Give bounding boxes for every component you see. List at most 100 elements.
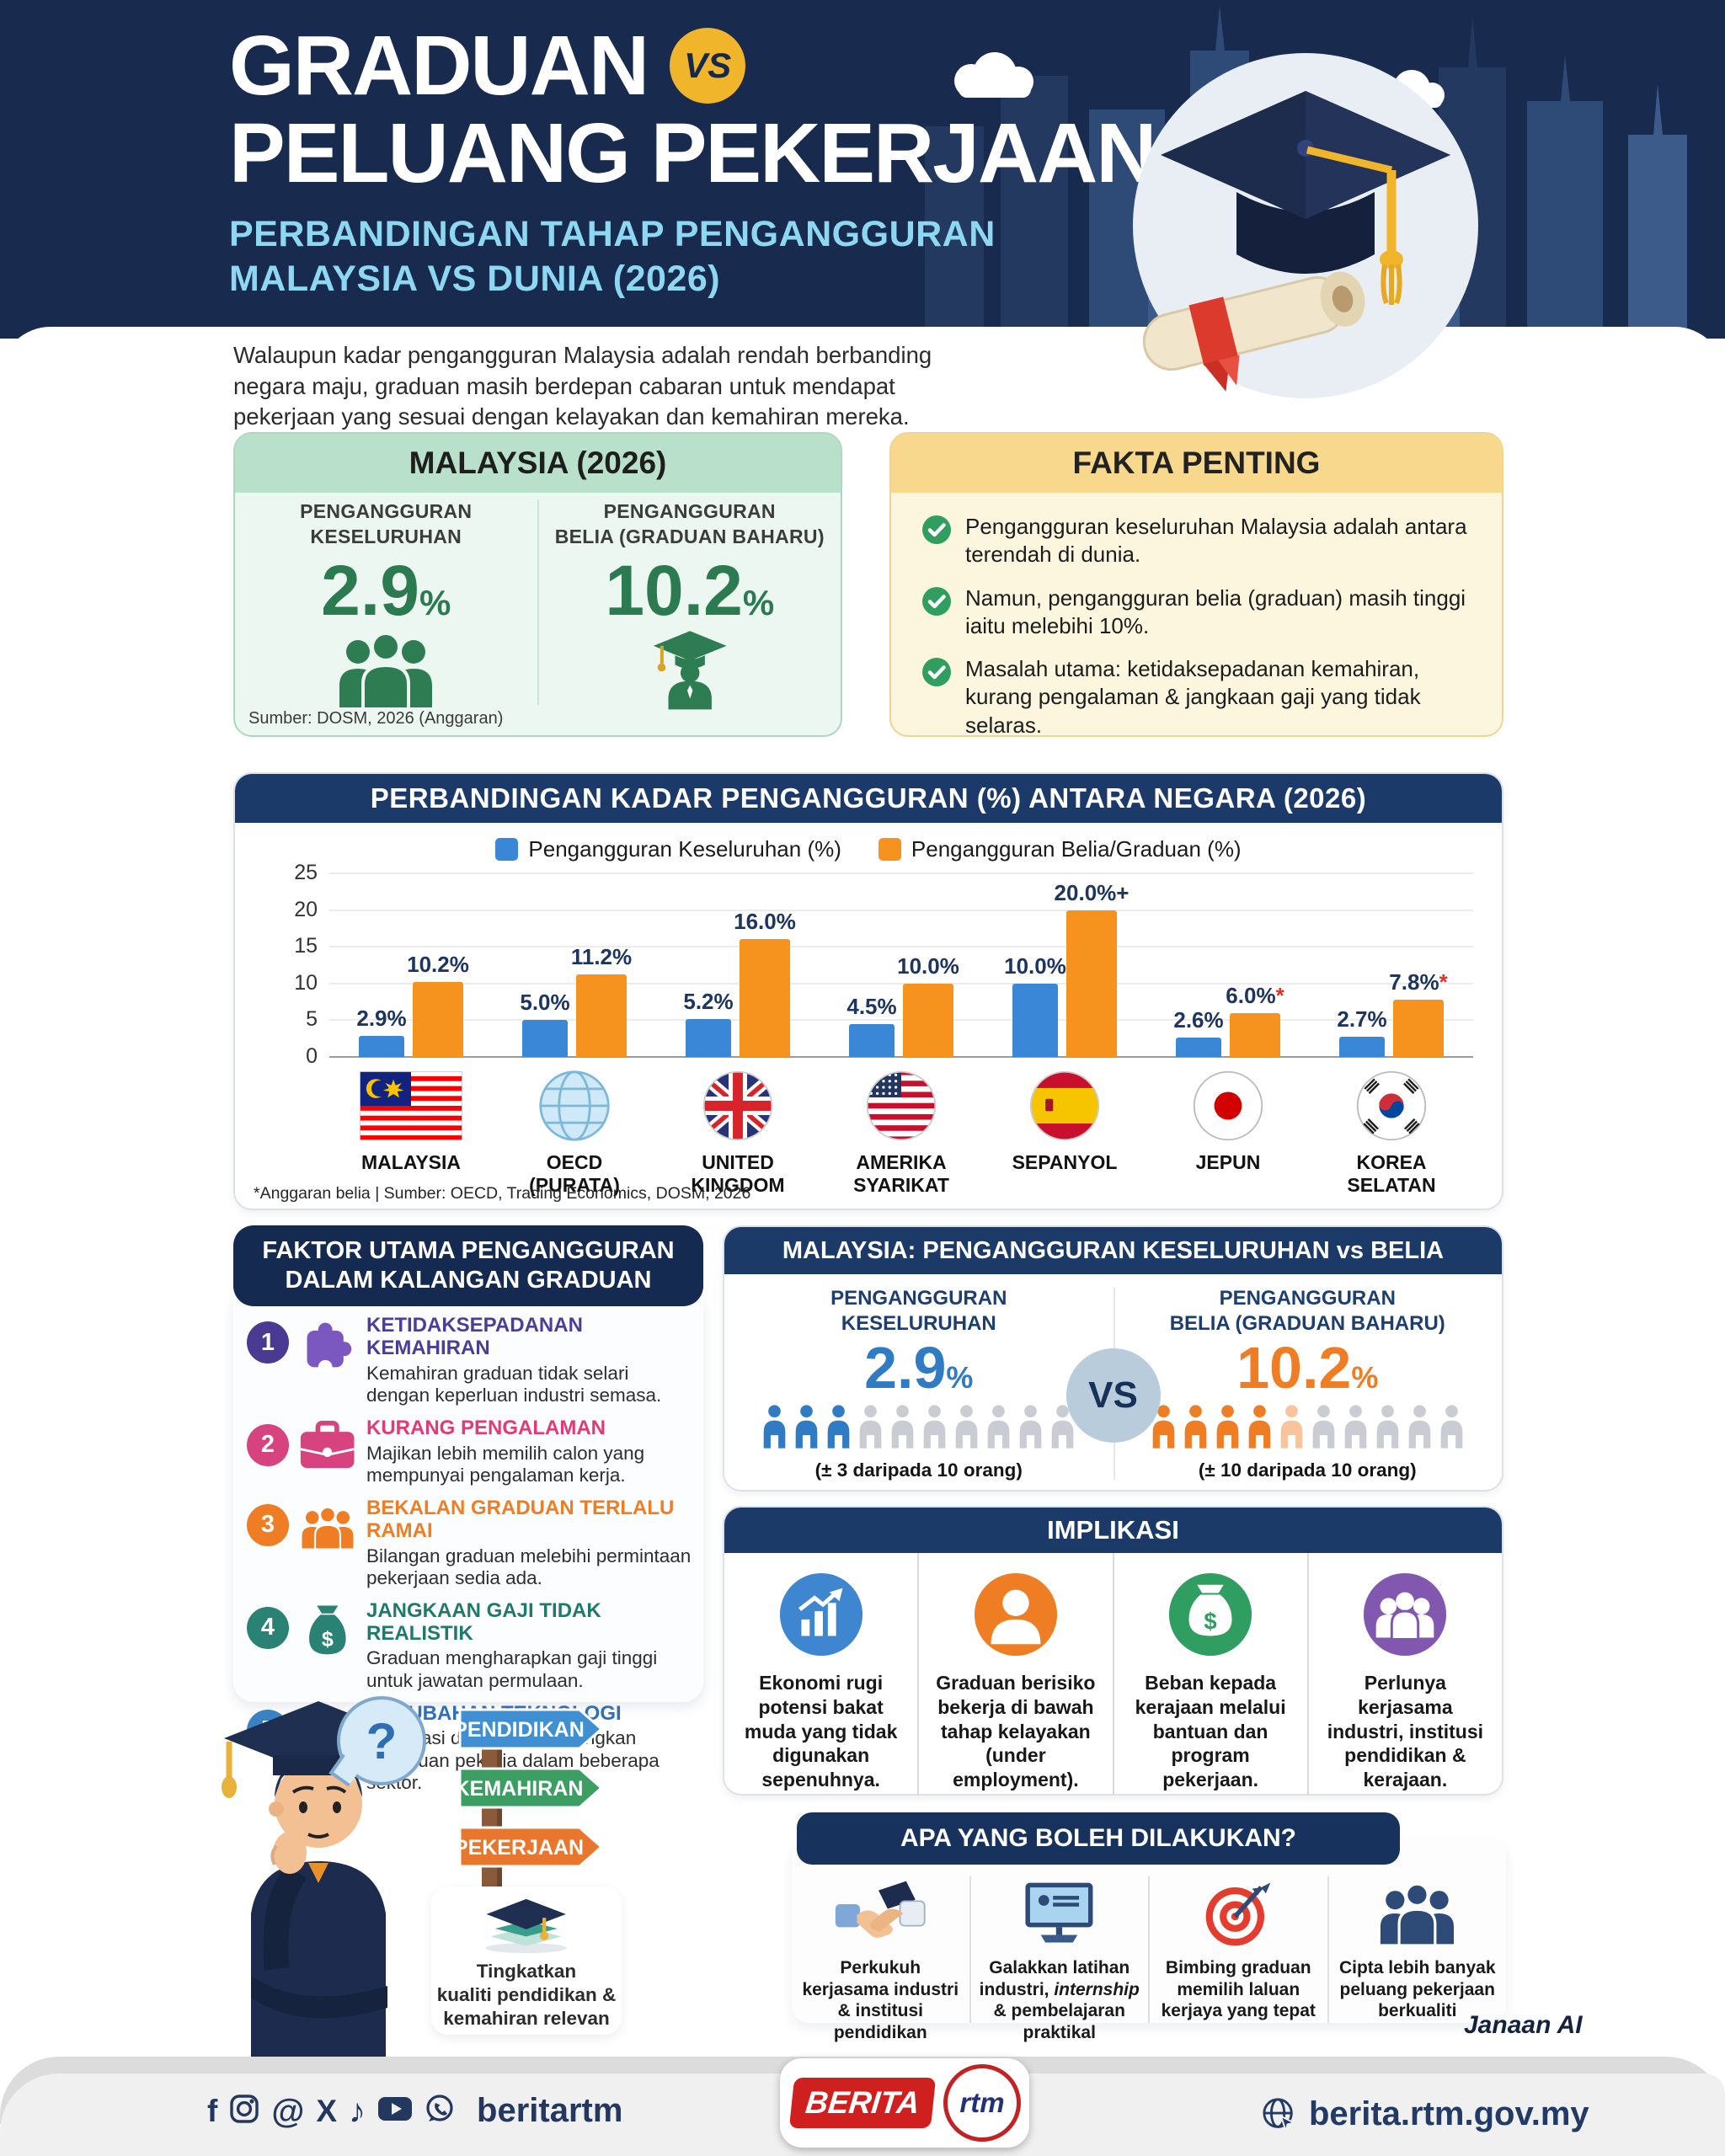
overall-unemployment-stat: PENGANGGURAN KESELURUHAN 2.9% [235, 499, 539, 710]
team-icon [1336, 1876, 1500, 1951]
overall-bar [1176, 1038, 1221, 1057]
person-pictogram-icon [1150, 1404, 1178, 1451]
gridline [329, 873, 1473, 874]
handshake-icon [798, 1876, 963, 1951]
faktor-list: 1 KETIDAKSEPADANAN KEMAHIRAN Kemahiran gra… [233, 1299, 703, 1793]
gridline [329, 982, 1473, 985]
apa-item: Galakkan latihan industri, internship & … [969, 1876, 1149, 2042]
person-pictogram-icon [953, 1404, 980, 1451]
threads-icon: @ [271, 2092, 305, 2130]
graduate-icon [539, 628, 841, 711]
vs-circle-badge: VS [1065, 1348, 1161, 1443]
implikasi-item: Ekonomi rugi potensi bakat muda yang tid… [724, 1553, 917, 1796]
country-comparison-chart: PERBANDINGAN KADAR PENGANGGURAN (%) ANTA… [233, 772, 1503, 1210]
apa-grid: Perkukuh kerjasama industri & institusi … [792, 1839, 1506, 2042]
check-icon [921, 584, 952, 641]
facebook-icon: f [207, 2094, 218, 2128]
education-note-text: Tingkatkan kualiti pendidikan & kemahiran … [436, 1961, 617, 2029]
fakta-item: Namun, pengangguran belia (graduan) masi… [921, 584, 1478, 641]
implikasi-grid: Ekonomi rugi potensi bakat muda yang tid… [724, 1553, 1502, 1796]
faktor-item: 3 BEKALAN GRADUAN TERLALU RAMAI Bilangan g… [247, 1497, 695, 1590]
implikasi-title: IMPLIKASI [724, 1508, 1502, 1553]
apa-text: Perkukuh kerjasama industri & institusi … [802, 1958, 959, 2042]
implikasi-text: Perlunya kerjasama industri, institusi p… [1327, 1672, 1484, 1790]
implikasi-item: Perlunya kerjasama industri, institusi p… [1306, 1553, 1502, 1796]
svg-text:PENDIDIKAN: PENDIDIKAN [455, 1718, 585, 1742]
bar-group: 2.7% 7.8%* [1310, 873, 1473, 1057]
bar-group: 2.6% 6.0%* [1146, 873, 1310, 1057]
fakta-penting-list: Pengangguran keseluruhan Malaysia adalah… [891, 493, 1502, 739]
faktor-desc: Graduan mengharapkan gaji tinggi untuk j… [366, 1647, 658, 1691]
diploma-scroll-icon [1142, 271, 1365, 392]
oecd-globe [493, 1067, 656, 1145]
youtube-icon [377, 2095, 413, 2127]
country-name: MALAYSIA [361, 1151, 461, 1173]
person-pictogram-icon [761, 1404, 788, 1451]
youth-bar-value: 6.0%* [1226, 982, 1284, 1008]
overall-bar [522, 1020, 568, 1057]
person-pictogram-icon [1438, 1404, 1466, 1451]
apa-text: Galakkan latihan industri, internship & … [979, 1958, 1140, 2042]
graduation-cap-icon [1161, 91, 1450, 305]
fakta-item-text: Namun, pengangguran belia (graduan) masi… [965, 584, 1466, 638]
page-title-line1: GRADUAN [229, 19, 649, 113]
faktor-item: 1 KETIDAKSEPADANAN KEMAHIRAN Kemahiran gra… [247, 1314, 695, 1407]
faktor-desc: Kemahiran graduan tidak selari dengan ke… [366, 1362, 662, 1406]
chart-flags-row [329, 1067, 1473, 1145]
youth-bar-value: 16.0% [734, 909, 796, 935]
overall-bar-value: 5.0% [520, 990, 570, 1016]
person-pictogram-icon [1017, 1404, 1044, 1451]
person-pictogram-icon [1049, 1404, 1076, 1451]
vs-panel-title: MALAYSIA: PENGANGGURAN KESELURUHAN vs BE… [724, 1227, 1502, 1274]
svg-text:KEMAHIRAN: KEMAHIRAN [455, 1777, 583, 1801]
legend-entry: Pengangguran Belia/Graduan (%) [878, 836, 1242, 862]
youth-bar-value: 7.8%* [1389, 969, 1448, 995]
person-pictogram-icon [825, 1404, 852, 1451]
apa-text: Cipta lebih banyak peluang pekerjaan ber… [1338, 1958, 1496, 2021]
faktor-number-badge: 3 [247, 1503, 289, 1546]
education-note-panel: Tingkatkan kualiti pendidikan & kemahiran … [431, 1886, 622, 2035]
money-bag-icon: $ [1123, 1572, 1299, 1659]
person-pictogram-icon [985, 1404, 1012, 1451]
subtitle-line1: PERBANDINGAN TAHAP PENGANGGURAN [229, 214, 996, 254]
person-pictogram-icon [1342, 1404, 1370, 1451]
overall-vs-youth-panel: MALAYSIA: PENGANGGURAN KESELURUHAN vs BE… [723, 1225, 1503, 1492]
country-name: SEPANYOL [1012, 1151, 1118, 1173]
title-block: GRADUAN VS PELUANG PEKERJAAN PERBANDINGA… [229, 22, 1156, 302]
briefcase-icon [297, 1420, 358, 1470]
person-icon [927, 1572, 1103, 1659]
social-row: f @ X ♪ beritartm [207, 2092, 622, 2130]
bar-group: 5.2% 16.0% [656, 873, 820, 1057]
youth-bar-value: 10.0% [897, 953, 959, 979]
ai-generated-credit: Janaan AI [1464, 2011, 1583, 2039]
person-pictogram-icon [1182, 1404, 1210, 1451]
implikasi-item: $ Beban kepada kerajaan melalui bantuan d… [1112, 1553, 1307, 1796]
y-tick-label: 10 [294, 970, 318, 995]
bar-group: 4.5% 10.0% [820, 873, 983, 1057]
faktor-number-badge: 1 [247, 1321, 289, 1364]
person-pictogram-icon [1246, 1404, 1274, 1451]
youth-unemployment-stat: PENGANGGURAN BELIA (GRADUAN BAHARU) 10.2% [539, 499, 841, 710]
overall-bar-value: 2.7% [1337, 1006, 1387, 1033]
fakta-item: Pengangguran keseluruhan Malaysia adalah… [921, 513, 1478, 569]
fakta-item-text: Pengangguran keseluruhan Malaysia adalah… [965, 514, 1467, 568]
fakta-item-text: Masalah utama: ketidaksepadanan kemahira… [965, 656, 1421, 738]
person-pictogram-icon [889, 1404, 916, 1451]
overall-bar [1339, 1037, 1385, 1057]
overall-label: PENGANGGURAN KESELURUHAN [300, 500, 473, 547]
question-mark: ? [366, 1712, 398, 1769]
faktor-title: BEKALAN GRADUAN TERLALU RAMAI [366, 1496, 675, 1542]
chart-plot-area: 2.9% 10.2% 5.0% 11.2% 5.2% 16.0% 4.5% 10.0% 10.0… [329, 873, 1473, 1058]
person-pictogram-icon [921, 1404, 948, 1451]
question-speech-bubble: ? [337, 1696, 426, 1785]
faktor-item: 2 KURANG PENGALAMAN Majikan lebih memilih … [247, 1417, 695, 1487]
graduation-cap-diploma-illustration [1133, 53, 1478, 398]
fakta-penting-title: FAKTA PENTING [891, 434, 1502, 493]
pictogram-row-youth [1114, 1404, 1503, 1451]
person-pictogram-icon [793, 1404, 820, 1451]
overall-bar-value: 5.2% [683, 988, 734, 1014]
instagram-icon [229, 2094, 259, 2128]
svg-text:$: $ [1204, 1609, 1216, 1635]
apa-title: APA YANG BOLEH DILAKUKAN? [797, 1812, 1400, 1865]
